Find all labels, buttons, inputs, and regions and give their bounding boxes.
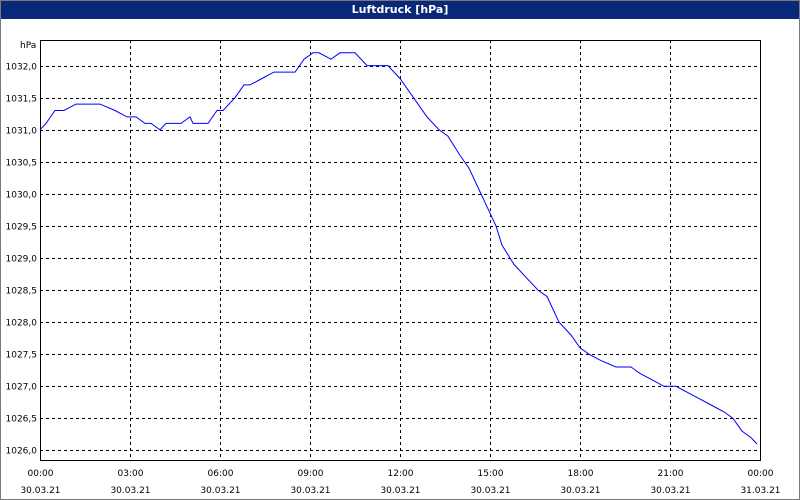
y-tick-label: 1027,0 <box>6 383 38 393</box>
x-tick-time-label: 03:00 <box>118 469 144 479</box>
y-tick-label: 1032,0 <box>6 63 38 73</box>
y-tick-label: 1026,0 <box>6 447 38 457</box>
series-line <box>39 52 758 445</box>
x-tick-date-label: 30.03.21 <box>380 486 420 496</box>
y-axis-label: hPa <box>20 41 36 51</box>
chart-title: Luftdruck [hPa] <box>351 3 449 16</box>
x-axis-ticks: 00:00 30.03.21 03:00 30.03.21 06:00 30.03.21 0… <box>20 469 780 496</box>
plot-area <box>40 40 761 461</box>
y-tick-label: 1030,5 <box>6 159 38 169</box>
y-tick-label: 1028,5 <box>6 287 38 297</box>
x-tick-time-label: 18:00 <box>568 469 594 479</box>
x-tick-time-label: 15:00 <box>478 469 504 479</box>
y-tick-label: 1029,0 <box>6 255 38 265</box>
x-tick-date-label: 30.03.21 <box>470 486 510 496</box>
x-tick-date-label: 31.03.21 <box>740 486 780 496</box>
grid-lines <box>40 40 760 460</box>
x-tick-time-label: 06:00 <box>208 469 234 479</box>
y-tick-label: 1027,5 <box>6 351 38 361</box>
x-tick-date-label: 30.03.21 <box>560 486 600 496</box>
x-tick-date-label: 30.03.21 <box>290 486 330 496</box>
y-tick-label: 1028,0 <box>6 319 38 329</box>
x-tick-time-label: 00:00 <box>28 469 54 479</box>
y-tick-label: 1031,5 <box>6 95 38 105</box>
y-tick-label: 1031,0 <box>6 127 38 137</box>
x-tick-date-label: 30.03.21 <box>110 486 150 496</box>
y-axis-ticks: 1026,0 1026,5 1027,0 1027,5 1028,0 1028,5 1029… <box>6 63 38 457</box>
x-tick-date-label: 30.03.21 <box>200 486 240 496</box>
x-tick-time-label: 00:00 <box>748 469 774 479</box>
y-tick-label: 1029,5 <box>6 223 38 233</box>
y-tick-label: 1026,5 <box>6 415 38 425</box>
x-tick-time-label: 21:00 <box>658 469 684 479</box>
y-tick-label: 1030,0 <box>6 191 38 201</box>
title-bar: Luftdruck [hPa] <box>1 1 799 19</box>
x-tick-time-label: 12:00 <box>388 469 414 479</box>
x-tick-date-label: 30.03.21 <box>650 486 690 496</box>
x-tick-time-label: 09:00 <box>298 469 324 479</box>
series-layer <box>39 52 758 445</box>
x-tick-date-label: 30.03.21 <box>20 486 60 496</box>
